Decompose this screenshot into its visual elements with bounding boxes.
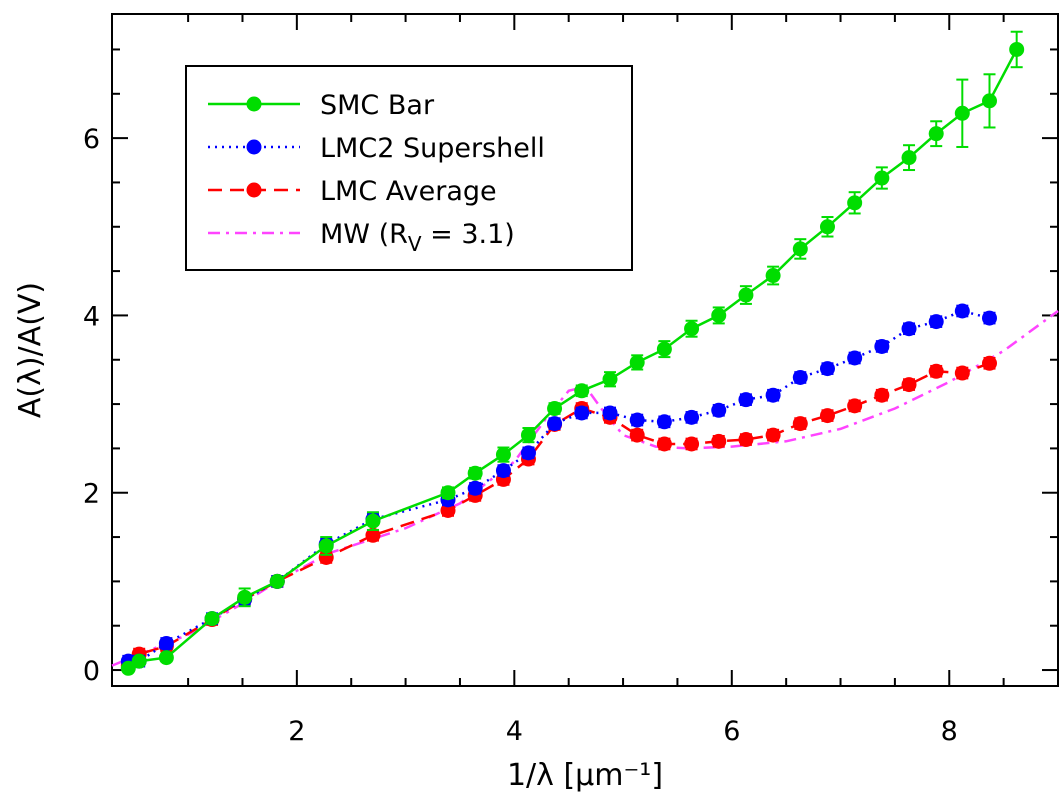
data-point bbox=[711, 433, 727, 449]
y-tick-label: 2 bbox=[83, 479, 100, 510]
data-point bbox=[928, 363, 944, 379]
data-point bbox=[954, 105, 970, 121]
data-point bbox=[520, 427, 536, 443]
data-point bbox=[874, 170, 890, 186]
data-point bbox=[158, 650, 174, 666]
data-point bbox=[495, 463, 511, 479]
data-point bbox=[765, 268, 781, 284]
legend-label-suffix: = 3.1) bbox=[422, 219, 515, 250]
data-point bbox=[792, 241, 808, 257]
legend-label: SMC Bar bbox=[320, 90, 435, 121]
data-point bbox=[792, 416, 808, 432]
data-point bbox=[602, 371, 618, 387]
data-point bbox=[602, 405, 618, 421]
data-point bbox=[629, 412, 645, 428]
data-point bbox=[901, 150, 917, 166]
data-point bbox=[819, 361, 835, 377]
data-point bbox=[365, 527, 381, 543]
y-tick-label: 6 bbox=[83, 124, 100, 155]
data-point bbox=[495, 447, 511, 463]
data-point bbox=[765, 427, 781, 443]
series-lmc2-supershell bbox=[120, 303, 997, 669]
data-point bbox=[656, 436, 672, 452]
x-tick-label: 6 bbox=[723, 716, 740, 747]
data-point bbox=[1009, 41, 1025, 57]
data-point bbox=[269, 573, 285, 589]
data-point bbox=[901, 377, 917, 393]
series-mw-rv-3-1- bbox=[111, 309, 1059, 667]
data-point bbox=[928, 126, 944, 142]
data-point bbox=[792, 369, 808, 385]
data-point bbox=[574, 405, 590, 421]
data-point bbox=[120, 660, 136, 676]
data-point bbox=[318, 549, 334, 565]
data-point bbox=[318, 538, 334, 554]
data-point bbox=[954, 365, 970, 381]
x-tick-label: 8 bbox=[941, 716, 958, 747]
legend-label: LMC Average bbox=[320, 176, 497, 207]
y-axis-title: A(λ)/A(V) bbox=[13, 282, 48, 418]
x-axis-title: 1/λ [μm⁻¹] bbox=[507, 758, 663, 793]
data-point bbox=[981, 310, 997, 326]
data-point bbox=[738, 432, 754, 448]
data-point bbox=[237, 589, 253, 605]
series-layer bbox=[111, 30, 1059, 676]
plot-frame bbox=[111, 13, 1059, 687]
data-point bbox=[765, 387, 781, 403]
data-point bbox=[656, 341, 672, 357]
x-tick-label: 4 bbox=[506, 716, 523, 747]
legend-marker bbox=[246, 182, 262, 198]
data-point bbox=[847, 398, 863, 414]
data-point bbox=[819, 408, 835, 424]
data-point bbox=[928, 314, 944, 330]
data-point bbox=[847, 195, 863, 211]
data-point bbox=[440, 485, 456, 501]
data-point bbox=[981, 93, 997, 109]
data-point bbox=[819, 219, 835, 235]
data-point bbox=[656, 414, 672, 430]
y-tick-label: 4 bbox=[83, 301, 100, 332]
data-point bbox=[684, 321, 700, 337]
data-point bbox=[711, 307, 727, 323]
data-point bbox=[547, 401, 563, 417]
y-tick-label: 0 bbox=[83, 656, 100, 687]
data-point bbox=[738, 287, 754, 303]
data-point bbox=[131, 653, 147, 669]
legend-subscript: V bbox=[408, 232, 422, 256]
data-point bbox=[574, 383, 590, 399]
tick-labels: 2 4 6 8 0 2 4 6 bbox=[83, 124, 958, 747]
data-point bbox=[954, 303, 970, 319]
legend-marker bbox=[246, 139, 262, 155]
x-tick-label: 2 bbox=[288, 716, 305, 747]
data-point bbox=[684, 409, 700, 425]
data-point bbox=[520, 445, 536, 461]
data-point bbox=[711, 402, 727, 418]
data-point bbox=[874, 338, 890, 354]
data-point bbox=[981, 355, 997, 371]
data-point bbox=[365, 513, 381, 529]
data-point bbox=[547, 416, 563, 432]
series-smc-bar bbox=[120, 30, 1025, 676]
data-point bbox=[467, 465, 483, 481]
data-point bbox=[738, 392, 754, 408]
data-point bbox=[467, 480, 483, 496]
legend-marker bbox=[246, 96, 262, 112]
data-point bbox=[874, 387, 890, 403]
legend-label: LMC2 Supershell bbox=[320, 133, 545, 164]
data-point bbox=[901, 321, 917, 337]
series-line bbox=[128, 309, 990, 663]
data-point bbox=[629, 354, 645, 370]
axis-ticks bbox=[112, 14, 1058, 686]
series-line bbox=[111, 309, 1059, 667]
data-point bbox=[684, 436, 700, 452]
data-point bbox=[847, 350, 863, 366]
data-point bbox=[629, 427, 645, 443]
data-point bbox=[204, 611, 220, 627]
data-point bbox=[440, 502, 456, 518]
data-point bbox=[158, 635, 174, 651]
